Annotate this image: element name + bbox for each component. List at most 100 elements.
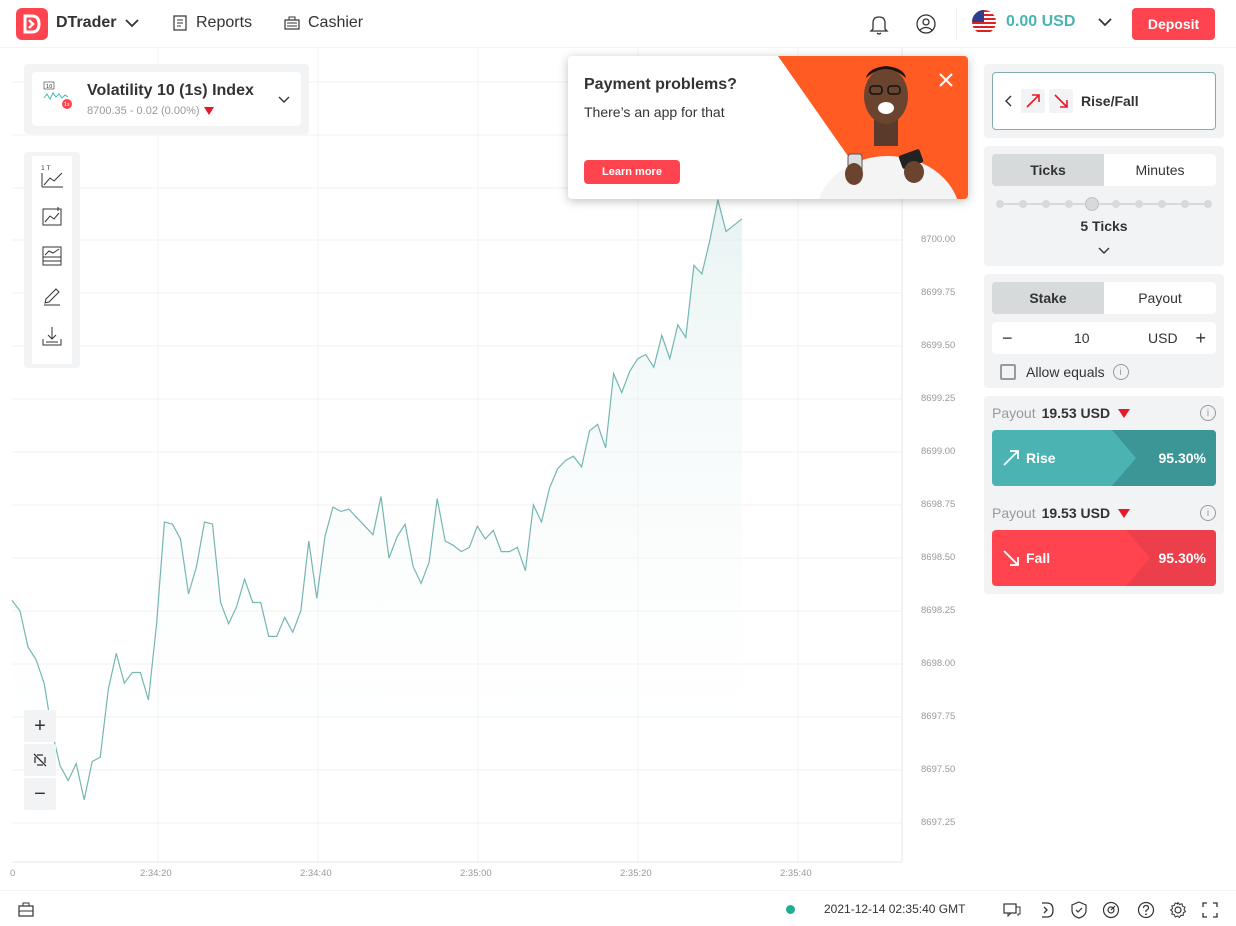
account-profile-icon[interactable] — [914, 12, 938, 36]
time-tick-label: 0 — [10, 868, 16, 879]
purchase-block: Payout 19.53 USD i Rise 95.30% Payout 19… — [984, 396, 1224, 594]
increase-stake-button[interactable]: + — [1195, 327, 1206, 348]
nav-reports[interactable]: Reports — [172, 14, 252, 32]
price-tick-label: 8698.75 — [921, 499, 956, 510]
rise-payout-row: Payout 19.53 USD i — [992, 402, 1216, 424]
symbol-selector[interactable]: 10 1s Volatility 10 (1s) Index 8700.35 -… — [24, 64, 309, 134]
amount-type-toggle: Stake Payout — [992, 282, 1216, 314]
time-tick-label: 2:35:20 — [620, 868, 652, 879]
contract-type-selector[interactable]: Rise/Fall — [992, 72, 1216, 130]
price-area-fill — [12, 199, 742, 800]
slider-step[interactable] — [1019, 200, 1027, 208]
zoom-in-button[interactable]: + — [24, 710, 56, 742]
deriv-logo-icon[interactable] — [16, 8, 48, 40]
price-tick-label: 8699.75 — [921, 287, 956, 298]
drawing-tools-pencil-icon[interactable] — [32, 276, 72, 316]
account-balance-switcher[interactable]: 0.00 USD — [972, 10, 1113, 34]
notifications-bell-icon[interactable] — [867, 12, 891, 36]
info-icon[interactable]: i — [1112, 364, 1129, 380]
slider-step[interactable] — [1181, 200, 1189, 208]
fall-purchase-button[interactable]: Fall 95.30% — [992, 530, 1216, 586]
trade-params-panel: Rise/Fall Ticks Minutes 5 Ticks — [984, 64, 1224, 602]
price-tick-label: 8700.00 — [921, 234, 956, 245]
slider-step[interactable] — [1158, 200, 1166, 208]
header: DTrader Reports Cashier — [0, 0, 1236, 48]
duration-unit-toggle: Ticks Minutes — [992, 154, 1216, 186]
close-icon[interactable] — [936, 70, 956, 90]
price-tick-label: 8697.25 — [921, 817, 956, 828]
allow-equals-label: Allow equals — [1026, 364, 1105, 380]
cashier-icon — [284, 16, 300, 30]
duration-block: Ticks Minutes 5 Ticks — [984, 146, 1224, 266]
decrease-stake-button[interactable]: − — [1002, 327, 1013, 348]
settings-gear-icon[interactable] — [1169, 901, 1187, 919]
nav-cashier-label: Cashier — [308, 14, 364, 31]
amount-block: Stake Payout − 10 USD + Allow equals i — [984, 274, 1224, 388]
templates-icon[interactable] — [32, 236, 72, 276]
svg-text:1 T: 1 T — [41, 165, 51, 172]
fullscreen-icon[interactable] — [1201, 901, 1219, 919]
reset-zoom-icon[interactable] — [24, 744, 56, 776]
price-tick-label: 8699.50 — [921, 340, 956, 351]
deriv-logo-icon[interactable] — [1038, 901, 1056, 919]
stake-currency: USD — [1148, 330, 1178, 346]
chat-icon[interactable] — [1003, 901, 1021, 919]
responsible-trading-shield-icon[interactable] — [1070, 901, 1088, 919]
allow-equals-checkbox[interactable] — [1000, 364, 1016, 380]
time-tick-label: 2:34:40 — [300, 868, 332, 879]
tab-stake[interactable]: Stake — [992, 282, 1104, 314]
rise-purchase-button[interactable]: Rise 95.30% — [992, 430, 1216, 486]
brand-name: DTrader — [56, 14, 117, 31]
positions-briefcase-icon[interactable] — [17, 901, 35, 919]
symbol-price-text: 8700.35 - 0.02 (0.00%) — [87, 105, 200, 117]
learn-more-button[interactable]: Learn more — [584, 160, 680, 184]
banner-text: There’s an app for that — [584, 104, 725, 120]
deposit-button[interactable]: Deposit — [1132, 8, 1215, 40]
slider-step[interactable] — [1042, 200, 1050, 208]
help-question-icon[interactable] — [1137, 901, 1155, 919]
info-icon[interactable]: i — [1200, 405, 1216, 421]
reports-icon — [173, 15, 187, 31]
svg-text:1s: 1s — [64, 102, 70, 108]
slider-step[interactable] — [1112, 200, 1120, 208]
payout-label: Payout — [992, 405, 1036, 421]
rise-percent: 95.30% — [1158, 450, 1206, 466]
chevron-down-icon — [1098, 18, 1113, 27]
expand-duration-icon[interactable] — [992, 246, 1216, 256]
fall-arrow-icon — [1003, 550, 1019, 566]
price-down-arrow-icon — [203, 107, 214, 115]
slider-step[interactable] — [1135, 200, 1143, 208]
server-time: 2021-12-14 02:35:40 GMT — [824, 902, 966, 916]
tab-payout[interactable]: Payout — [1104, 282, 1216, 314]
fall-percent: 95.30% — [1158, 550, 1206, 566]
tab-ticks[interactable]: Ticks — [992, 154, 1104, 186]
zoom-controls: + − — [24, 710, 58, 810]
chevron-left-icon — [1005, 95, 1012, 107]
ticks-slider[interactable] — [996, 194, 1212, 214]
app-switcher[interactable]: DTrader — [56, 14, 140, 32]
price-tick-label: 8697.50 — [921, 764, 956, 775]
tab-minutes[interactable]: Minutes — [1104, 154, 1216, 186]
indicators-icon[interactable] — [32, 196, 72, 236]
price-tick-label: 8697.75 — [921, 711, 956, 722]
account-limits-gauge-icon[interactable] — [1102, 901, 1120, 919]
slider-step[interactable] — [1204, 200, 1212, 208]
chart-type-icon[interactable]: 1 T — [32, 156, 72, 196]
slider-step[interactable] — [1065, 200, 1073, 208]
stake-amount[interactable]: 10 — [1074, 330, 1090, 346]
zoom-out-button[interactable]: − — [24, 778, 56, 810]
fall-label: Fall — [1026, 550, 1051, 566]
payout-down-arrow-icon — [1118, 508, 1131, 518]
info-icon[interactable]: i — [1200, 505, 1216, 521]
nav-cashier[interactable]: Cashier — [284, 14, 363, 32]
nav-reports-label: Reports — [196, 14, 253, 31]
slider-step[interactable] — [996, 200, 1004, 208]
price-tick-label: 8698.25 — [921, 605, 956, 616]
download-icon[interactable] — [32, 316, 72, 356]
stake-input[interactable]: − 10 USD + — [992, 322, 1216, 354]
rise-arrow-icon — [1003, 450, 1019, 466]
slider-handle[interactable] — [1085, 197, 1099, 211]
us-flag-icon — [972, 10, 996, 34]
price-chart[interactable] — [0, 48, 980, 890]
